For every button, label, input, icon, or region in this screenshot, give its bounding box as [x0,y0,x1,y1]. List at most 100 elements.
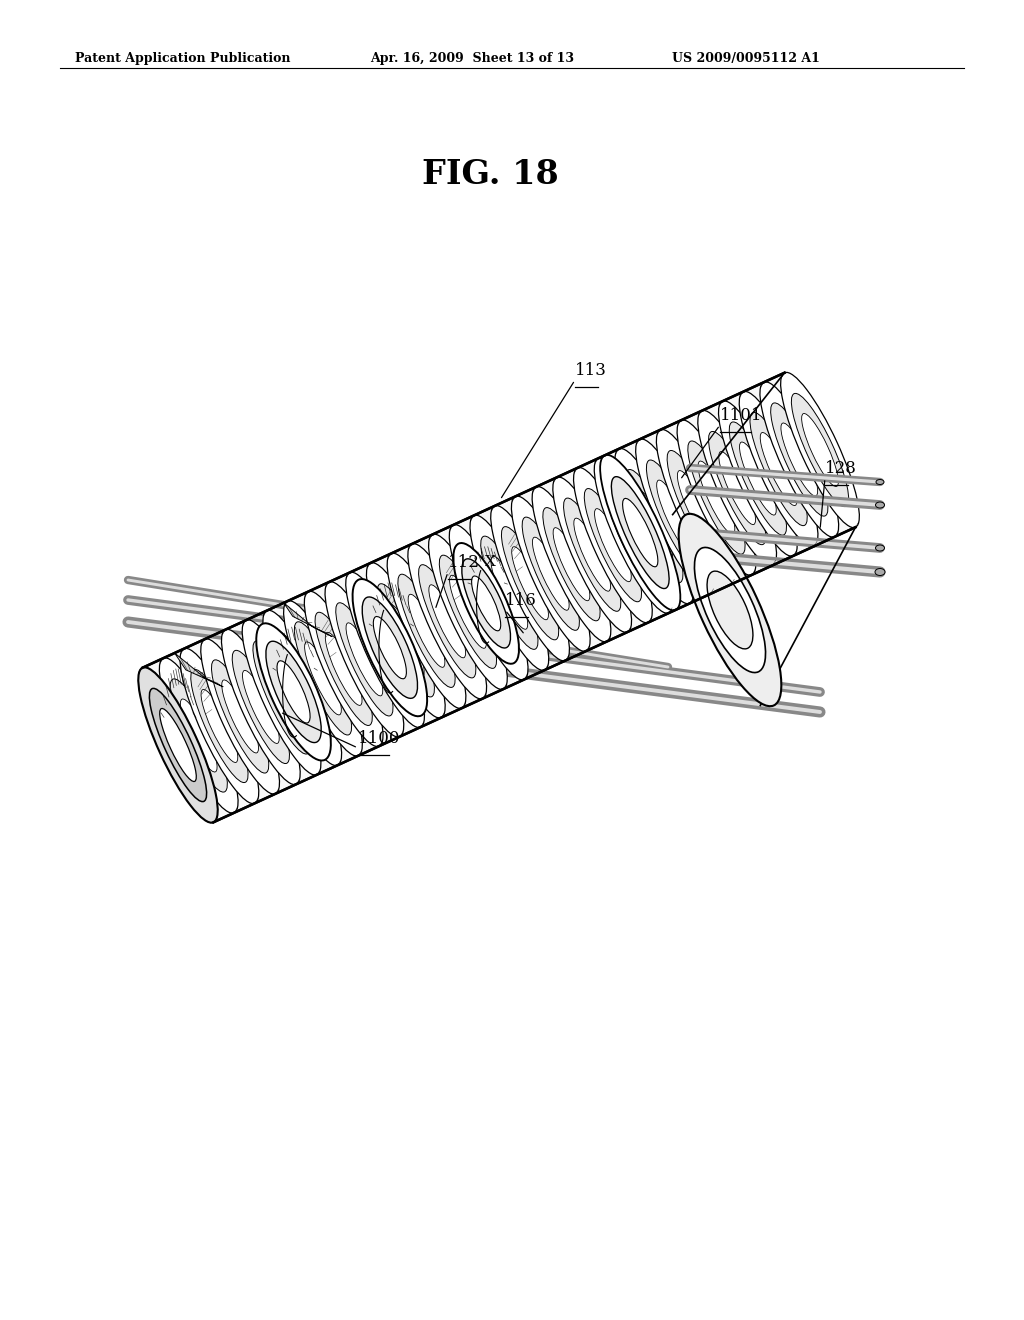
Ellipse shape [792,393,849,507]
Ellipse shape [346,572,424,727]
Ellipse shape [150,689,207,801]
Ellipse shape [573,467,652,623]
Ellipse shape [294,622,351,735]
Ellipse shape [876,502,885,508]
Ellipse shape [780,372,859,528]
Ellipse shape [429,535,507,689]
Ellipse shape [460,545,517,659]
Ellipse shape [729,422,786,535]
Ellipse shape [367,614,403,686]
Ellipse shape [553,528,590,601]
Polygon shape [142,372,855,822]
Ellipse shape [522,517,580,631]
Ellipse shape [243,620,321,775]
Ellipse shape [419,565,476,678]
Ellipse shape [256,623,331,760]
Polygon shape [284,603,333,636]
Ellipse shape [679,513,781,706]
Ellipse shape [697,411,776,566]
Text: 113: 113 [575,362,607,379]
Ellipse shape [253,640,310,754]
Ellipse shape [760,381,839,537]
Text: 116: 116 [505,591,537,609]
Ellipse shape [594,458,673,614]
Ellipse shape [532,537,569,610]
Ellipse shape [623,499,657,566]
Ellipse shape [232,651,290,763]
Text: 128: 128 [825,459,857,477]
Polygon shape [175,653,223,686]
Ellipse shape [160,709,197,781]
Ellipse shape [278,661,310,723]
Ellipse shape [273,631,331,744]
Text: Apr. 16, 2009  Sheet 13 of 13: Apr. 16, 2009 Sheet 13 of 13 [370,51,574,65]
Ellipse shape [201,689,238,763]
Ellipse shape [694,548,766,673]
Ellipse shape [876,479,884,484]
Ellipse shape [750,412,807,525]
Ellipse shape [502,527,559,640]
Ellipse shape [600,455,680,610]
Ellipse shape [387,603,424,677]
Ellipse shape [222,680,258,752]
Text: Patent Application Publication: Patent Application Publication [75,51,291,65]
Ellipse shape [563,498,621,611]
Ellipse shape [304,642,341,715]
Ellipse shape [553,477,632,632]
Ellipse shape [450,524,528,680]
Ellipse shape [688,441,745,554]
Ellipse shape [771,403,828,516]
Ellipse shape [470,566,507,639]
Ellipse shape [221,630,300,784]
Ellipse shape [284,601,362,756]
Ellipse shape [454,543,519,664]
Ellipse shape [170,678,227,792]
Text: 112: 112 [449,554,480,572]
Ellipse shape [362,597,418,698]
Ellipse shape [439,556,497,668]
Text: FIG. 18: FIG. 18 [422,158,558,191]
Ellipse shape [408,544,486,698]
Ellipse shape [352,579,427,717]
Ellipse shape [656,429,735,585]
Ellipse shape [462,558,511,648]
Ellipse shape [263,610,342,766]
Ellipse shape [802,413,839,487]
Ellipse shape [336,603,393,715]
Ellipse shape [315,612,373,726]
Ellipse shape [138,668,218,822]
Ellipse shape [532,487,611,642]
Ellipse shape [781,422,817,496]
Ellipse shape [707,572,753,649]
Ellipse shape [677,471,714,544]
Ellipse shape [429,585,466,657]
Ellipse shape [160,709,197,781]
Ellipse shape [160,657,238,813]
Ellipse shape [138,668,217,822]
Ellipse shape [646,459,703,573]
Ellipse shape [677,420,756,576]
Ellipse shape [595,508,631,582]
Ellipse shape [615,499,652,572]
Ellipse shape [874,569,885,576]
Ellipse shape [667,450,724,564]
Ellipse shape [263,661,300,734]
Ellipse shape [284,651,321,725]
Ellipse shape [480,536,538,649]
Ellipse shape [719,401,798,556]
Ellipse shape [190,669,248,783]
Text: 1100: 1100 [358,730,400,747]
Text: US 2009/0095112 A1: US 2009/0095112 A1 [672,51,820,65]
Ellipse shape [180,648,259,804]
Ellipse shape [450,576,486,648]
Ellipse shape [605,479,663,593]
Ellipse shape [356,593,414,706]
Ellipse shape [367,562,445,718]
Ellipse shape [636,490,673,562]
Ellipse shape [490,506,569,661]
Text: X: X [484,554,496,569]
Ellipse shape [243,671,280,743]
Ellipse shape [472,576,501,631]
Ellipse shape [201,639,280,795]
Ellipse shape [374,616,407,678]
